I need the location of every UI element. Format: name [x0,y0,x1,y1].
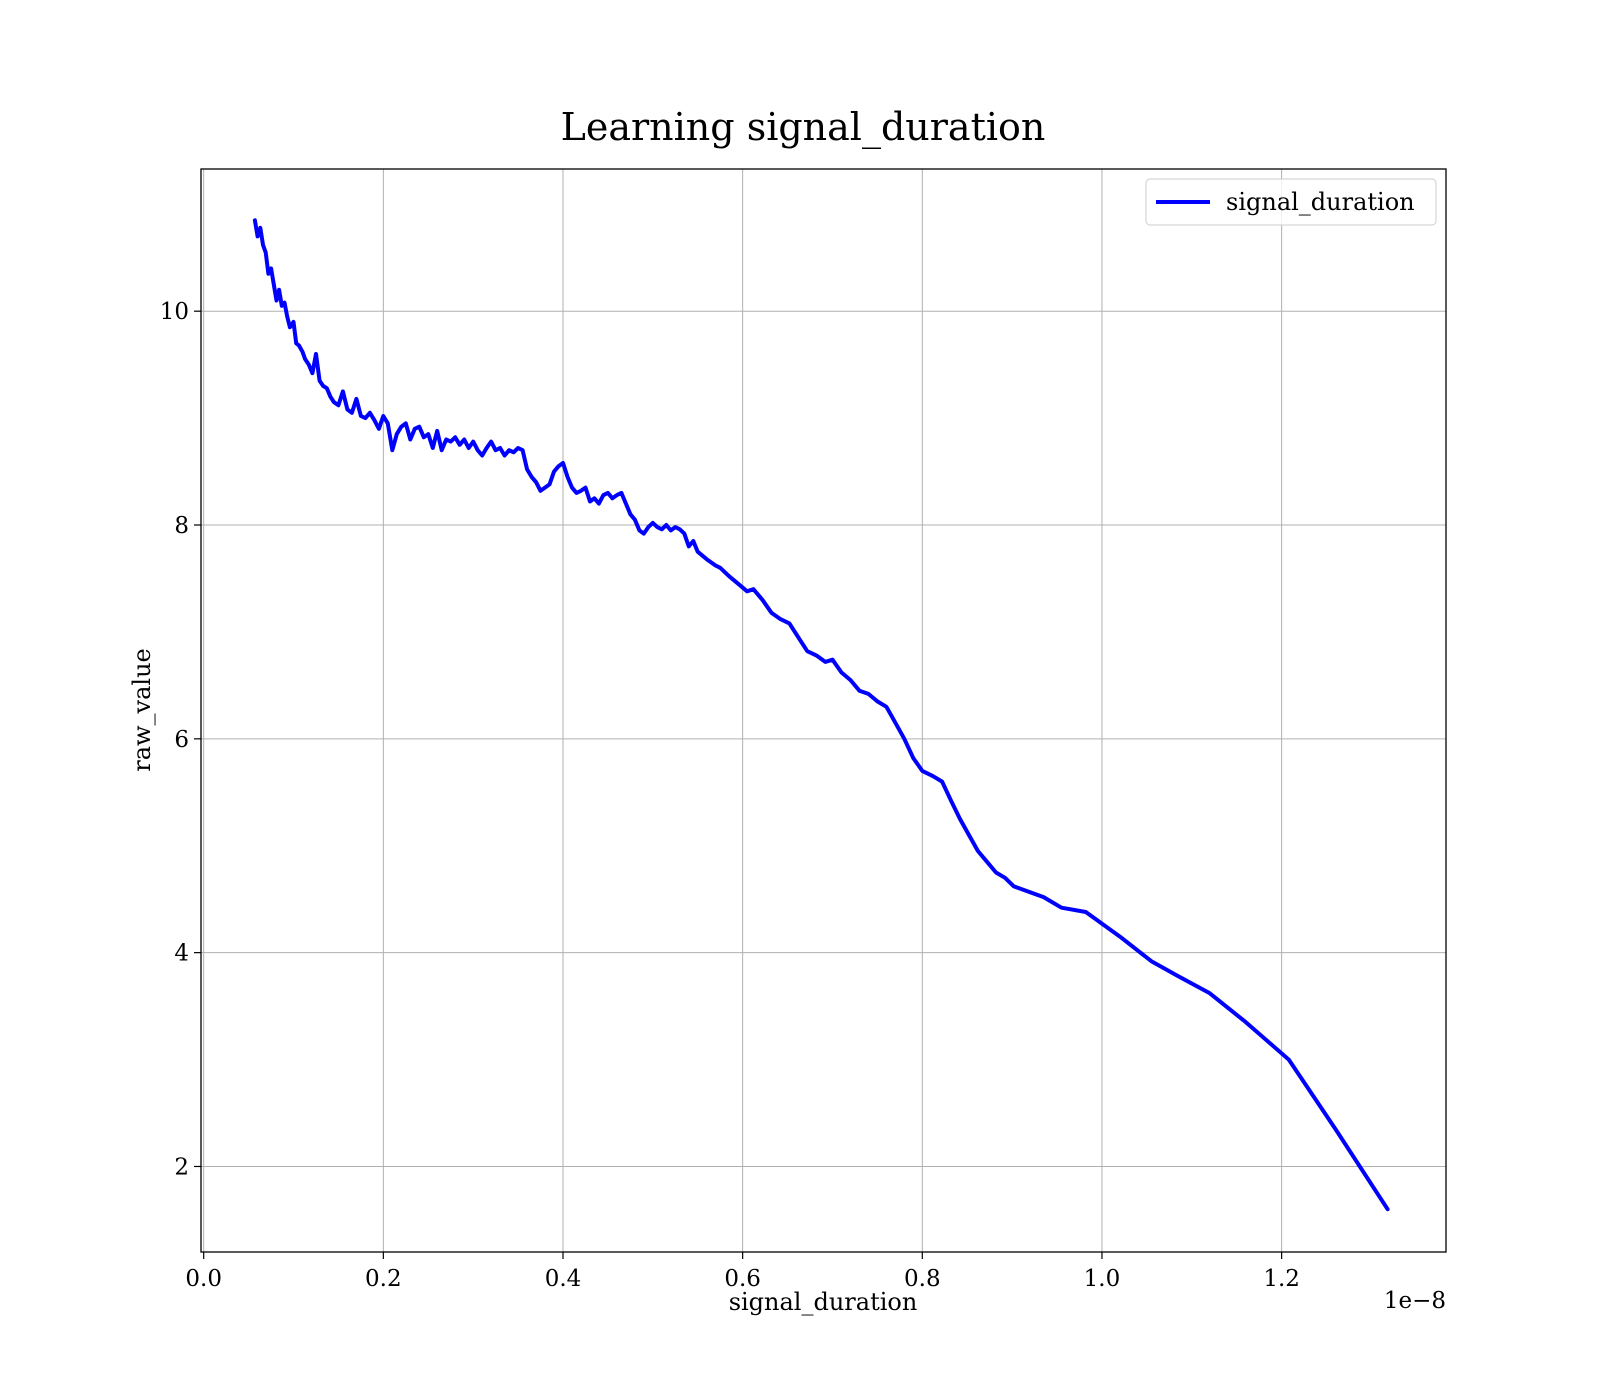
y-tick-label: 4 [174,941,189,967]
series-layer [252,218,1390,1212]
legend: signal_duration [1145,178,1437,226]
x-axis: 0.0 0.2 0.4 0.6 0.8 1.0 1.2 [185,1252,1300,1292]
y-tick-label: 8 [174,513,189,539]
series-line-signal-duration [252,218,1390,1212]
x-tick-label: 1.2 [1263,1266,1300,1292]
x-tick-label: 0.4 [545,1266,582,1292]
plot-frame [200,168,1447,1253]
y-axis-label: raw_value [128,648,156,772]
x-axis-label: signal_duration [729,1288,918,1316]
legend-label: signal_duration [1226,188,1415,216]
x-tick-label: 0.6 [724,1266,761,1292]
y-axis: 2 4 6 8 10 [160,299,201,1180]
y-tick-label: 6 [174,727,189,753]
y-tick-label: 2 [174,1154,189,1180]
x-tick-label: 0.0 [185,1266,222,1292]
x-axis-offset-label: 1e−8 [1384,1288,1446,1314]
x-tick-label: 0.2 [365,1266,402,1292]
gridlines [201,169,1446,1252]
chart-title: Learning signal_duration [561,105,1046,150]
x-tick-label: 1.0 [1084,1266,1121,1292]
x-tick-label: 0.8 [904,1266,941,1292]
legend-box [1145,178,1437,226]
y-tick-label: 10 [160,299,189,325]
